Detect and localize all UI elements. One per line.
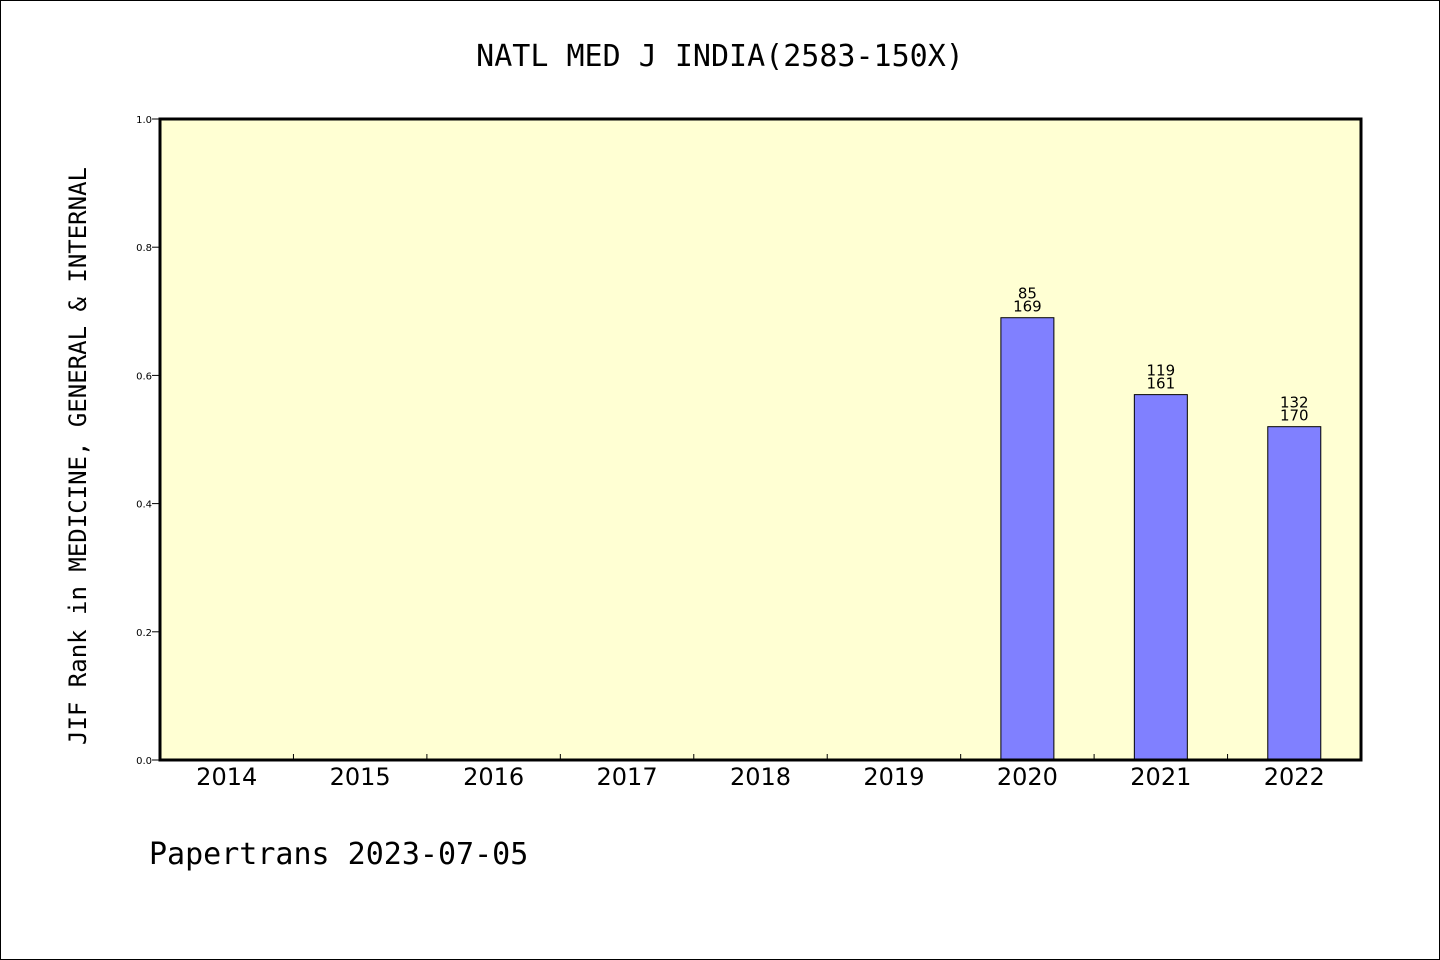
x-tick-label: 2020 xyxy=(997,763,1058,791)
bar-label-rank: 132 xyxy=(1280,394,1309,412)
x-tick-label: 2022 xyxy=(1264,763,1325,791)
bar-label-rank: 85 xyxy=(1018,285,1037,303)
x-tick-label: 2017 xyxy=(597,763,658,791)
y-tick-label: 0.6 xyxy=(136,371,152,382)
bar-label-rank: 119 xyxy=(1147,362,1176,380)
bar-2021 xyxy=(1133,394,1188,761)
y-tick-label: 0.4 xyxy=(136,500,152,511)
footer-text: Papertrans 2023-07-05 xyxy=(149,837,528,872)
x-tick-label: 2021 xyxy=(1130,763,1191,791)
x-tick-label: 2016 xyxy=(463,763,524,791)
y-tick-label: 1.0 xyxy=(136,115,152,126)
x-tick-label: 2014 xyxy=(196,763,257,791)
chart-title: NATL MED J INDIA(2583-150X) xyxy=(476,39,964,74)
bar-label-total: 169 xyxy=(1013,298,1042,316)
y-tick-label: 0.2 xyxy=(136,628,152,639)
x-tick-label: 2015 xyxy=(330,763,391,791)
y-tick-label: 0.8 xyxy=(136,243,152,254)
bar-label-total: 170 xyxy=(1280,407,1309,425)
plot-border xyxy=(158,117,1363,762)
bars-layer xyxy=(1000,317,1322,761)
x-tick-label: 2018 xyxy=(730,763,791,791)
bar-2020 xyxy=(1000,317,1055,761)
bar-label-total: 161 xyxy=(1147,375,1176,393)
y-axis-label: JIF Rank in MEDICINE, GENERAL & INTERNAL xyxy=(64,167,92,745)
x-tick-label: 2019 xyxy=(863,763,924,791)
bar-2022 xyxy=(1267,426,1322,761)
y-tick-label: 0.0 xyxy=(136,756,152,767)
